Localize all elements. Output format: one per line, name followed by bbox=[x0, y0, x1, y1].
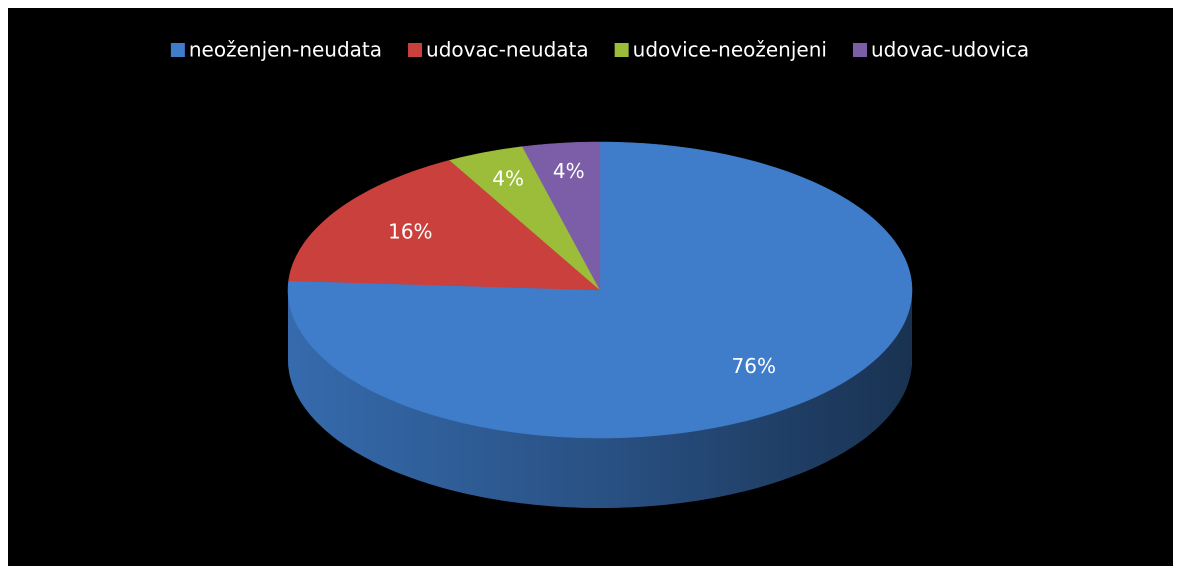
legend-marker bbox=[408, 43, 423, 57]
legend-label: udovice-neoženjeni bbox=[633, 38, 827, 62]
data-label: 76% bbox=[732, 354, 776, 378]
data-label: 16% bbox=[388, 219, 432, 243]
data-label: 4% bbox=[553, 159, 585, 183]
legend-label: neoženjen-neudata bbox=[189, 38, 382, 62]
legend-label: udovac-udovica bbox=[871, 38, 1029, 62]
legend-label: udovac-neudata bbox=[426, 38, 589, 62]
pie-slice bbox=[288, 160, 601, 291]
legend-marker bbox=[170, 43, 185, 57]
legend-marker bbox=[852, 43, 867, 57]
legend: neoženjen-neudata udovac-neudata udovice-n… bbox=[170, 38, 1029, 62]
pie-slice bbox=[522, 141, 601, 291]
legend-marker bbox=[614, 43, 629, 57]
pie-side-shade bbox=[288, 290, 912, 508]
pie-slice bbox=[449, 146, 601, 291]
data-label: 4% bbox=[492, 166, 524, 190]
